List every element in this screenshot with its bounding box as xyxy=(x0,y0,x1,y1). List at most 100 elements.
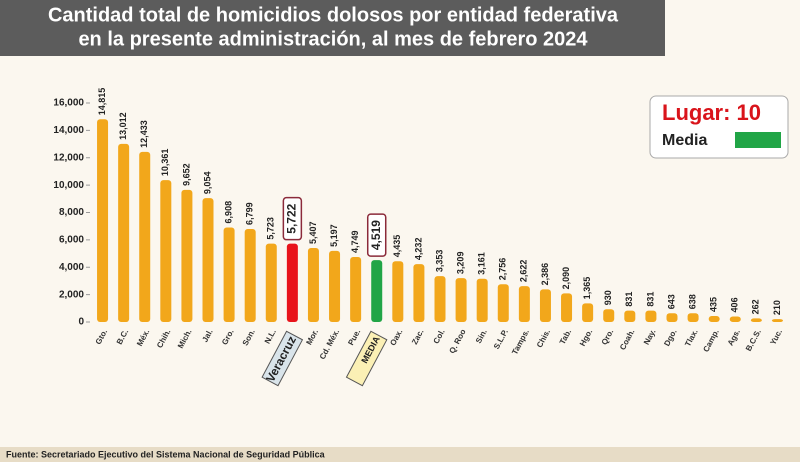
x-tick-label: Oax. xyxy=(388,328,404,348)
value-label: 2,090 xyxy=(561,267,571,290)
x-tick-label: Yuc. xyxy=(768,328,784,347)
x-tick-label: Méx. xyxy=(135,328,151,348)
value-label: 5,722 xyxy=(285,203,299,233)
bar xyxy=(518,286,530,322)
y-tick-label: 16,000 xyxy=(53,98,84,109)
x-tick-label: Gto. xyxy=(94,328,109,346)
value-label: 6,908 xyxy=(223,201,233,224)
bar xyxy=(223,227,235,322)
value-label: 13,012 xyxy=(118,112,128,140)
value-label: 2,756 xyxy=(498,258,508,281)
value-label: 5,723 xyxy=(266,217,276,240)
value-label: 9,652 xyxy=(181,163,191,186)
x-tick-label: Jal. xyxy=(200,328,214,344)
value-label: 9,054 xyxy=(202,172,212,195)
value-label: 4,232 xyxy=(413,238,423,261)
x-tick-label: Chis. xyxy=(535,328,552,349)
bar xyxy=(497,284,509,322)
x-tick-label: Q. Roo xyxy=(447,328,467,355)
x-tick-label: Pue. xyxy=(346,328,362,347)
x-tick-label: Hgo. xyxy=(578,328,594,348)
bar xyxy=(139,151,151,322)
bar xyxy=(476,278,488,322)
x-tick-label: Gro. xyxy=(220,328,236,347)
x-tick-label: B.C.S. xyxy=(744,328,763,353)
y-tick-label: 12,000 xyxy=(53,152,84,163)
value-label: 435 xyxy=(709,297,719,312)
value-label: 1,365 xyxy=(582,277,592,300)
bar xyxy=(666,313,678,322)
bar xyxy=(97,119,109,322)
value-label: 4,519 xyxy=(369,220,383,250)
value-label: 210 xyxy=(772,300,782,315)
x-tick-label: Camp. xyxy=(701,328,720,354)
bar xyxy=(329,250,341,322)
legend-label: Media xyxy=(662,132,707,149)
bar xyxy=(582,303,594,322)
bar xyxy=(181,189,193,322)
value-label: 406 xyxy=(730,297,740,312)
bar xyxy=(244,228,256,322)
bar xyxy=(771,319,783,322)
bar xyxy=(561,293,573,322)
value-label: 2,386 xyxy=(540,263,550,286)
x-tick-label: Son. xyxy=(241,328,257,348)
value-label: 262 xyxy=(751,299,761,314)
legend-place: Lugar: 10 xyxy=(662,100,761,125)
y-tick-label: 2,000 xyxy=(59,289,84,300)
source: Fuente: Secretariado Ejecutivo del Siste… xyxy=(6,449,326,459)
y-tick-label: 0 xyxy=(78,317,84,328)
x-tick-label: Zac. xyxy=(410,328,425,346)
bar xyxy=(750,318,762,322)
x-tick-label: Col. xyxy=(432,328,447,346)
x-tick-label: Coah. xyxy=(618,328,636,352)
value-label: 3,209 xyxy=(455,252,465,275)
x-tick-label: Tlax. xyxy=(683,328,700,348)
x-tick-label: Ags. xyxy=(726,328,742,348)
bar xyxy=(307,247,319,322)
bar xyxy=(539,289,551,322)
x-tick-label: Nay. xyxy=(642,328,658,347)
y-tick-label: 14,000 xyxy=(53,125,84,136)
legend-swatch xyxy=(735,132,781,148)
value-label: 643 xyxy=(666,294,676,309)
value-label: 3,353 xyxy=(434,250,444,273)
value-label: 10,361 xyxy=(160,149,170,177)
category-highlight xyxy=(261,330,304,387)
chart-title: Cantidad total de homicidios dolosos por… xyxy=(48,4,619,26)
x-tick-label: Mich. xyxy=(176,328,194,350)
bar xyxy=(160,180,172,322)
chart-title: en la presente administración, al mes de… xyxy=(78,28,588,50)
x-tick-label: Cd. Méx. xyxy=(318,328,341,361)
value-label: 12,433 xyxy=(139,120,149,148)
y-tick-label: 8,000 xyxy=(59,207,84,218)
title-box xyxy=(0,0,665,56)
bar xyxy=(392,261,404,322)
value-label: 5,197 xyxy=(329,224,339,247)
value-label: 831 xyxy=(624,292,634,307)
value-label: 5,407 xyxy=(308,221,318,244)
bar xyxy=(371,260,383,322)
bar xyxy=(603,309,615,322)
bar xyxy=(265,243,277,322)
footer xyxy=(0,447,800,462)
value-label: 4,435 xyxy=(392,235,402,258)
category-highlight xyxy=(345,330,388,387)
value-label: 831 xyxy=(645,292,655,307)
x-tick-label: B.C. xyxy=(115,328,130,346)
x-tick-label: Mor. xyxy=(304,328,320,347)
bar xyxy=(729,316,741,322)
y-tick-label: 6,000 xyxy=(59,235,84,246)
x-tick-label: N.L. xyxy=(263,328,278,346)
value-label: 930 xyxy=(603,290,613,305)
bar xyxy=(350,256,362,322)
bar xyxy=(118,143,130,322)
bar xyxy=(202,198,214,322)
bar xyxy=(624,310,636,322)
bar xyxy=(708,316,720,322)
value-label: 4,749 xyxy=(350,230,360,253)
value-label: 3,161 xyxy=(477,252,487,275)
x-tick-label: S.L.P. xyxy=(492,328,510,351)
x-tick-label: Tab. xyxy=(558,328,573,346)
